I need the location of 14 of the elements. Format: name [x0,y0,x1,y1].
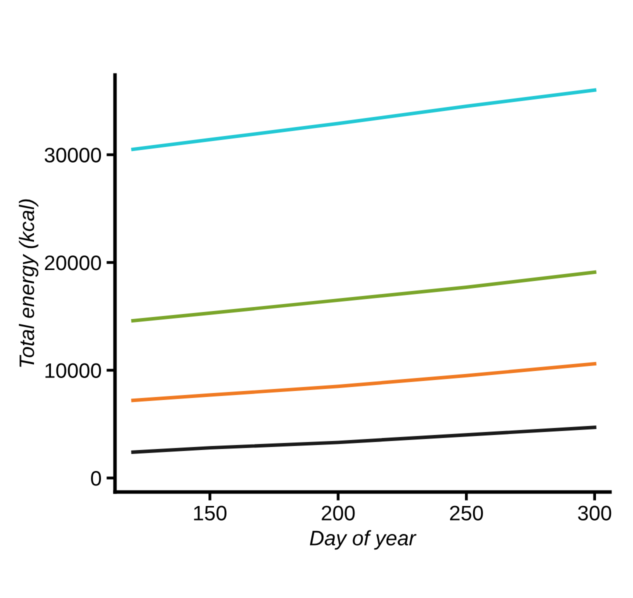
line-series [131,270,596,322]
y-axis-title: Total energy (kcal) [18,199,38,367]
y-tick-label: 10000 [45,363,101,378]
x-tick-label: 250 [450,506,483,520]
y-tick-label: 30000 [44,148,101,162]
x-tick-label: 200 [322,506,355,520]
line-series [131,426,596,454]
x-axis-title: Day of year [310,530,416,550]
y-tick-label: 20000 [44,255,101,270]
line-series [131,362,596,402]
x-tick-label: 300 [578,506,612,520]
y-tick-label: 0 [91,470,101,486]
line-series [131,88,596,152]
x-tick-label: 150 [194,506,226,520]
